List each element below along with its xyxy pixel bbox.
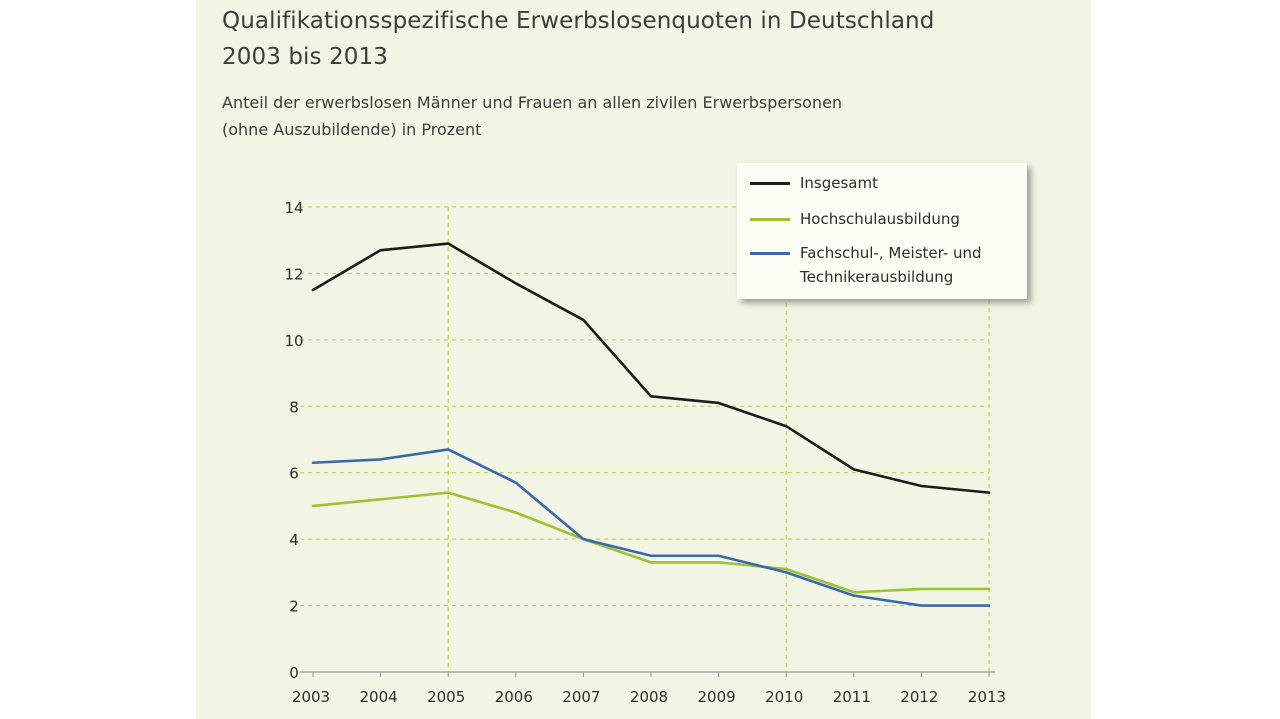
legend-label-hochschul: Hochschulausbildung — [800, 210, 960, 228]
x-tick-label-2013: 2013 — [968, 688, 1006, 706]
x-tick-label-2003: 2003 — [292, 688, 330, 706]
series-line-fachschul — [311, 448, 991, 607]
x-tick-label-2010: 2010 — [765, 688, 803, 706]
y-tick-label-6: 6 — [289, 465, 299, 483]
legend-label-insgesamt: Insgesamt — [800, 174, 878, 192]
grid — [300, 206, 990, 672]
chart-title-line-2: 2003 bis 2013 — [222, 44, 388, 70]
x-tick-label-2012: 2012 — [900, 688, 938, 706]
x-tick-label-2005: 2005 — [427, 688, 465, 706]
y-tick-label-0: 0 — [289, 664, 299, 682]
legend-label-fachschul-line-1: Fachschul-, Meister- und — [800, 244, 982, 262]
x-tick-label-2008: 2008 — [630, 688, 668, 706]
x-tick-label-2009: 2009 — [698, 688, 736, 706]
y-tick-label-4: 4 — [289, 531, 299, 549]
axes: 2003 2004 2005 2006 2007 2008 2009 2010 2011 2012… — [284, 199, 1006, 706]
y-tick-label-2: 2 — [289, 598, 299, 616]
series-lines — [311, 242, 991, 607]
chart-title-line-1: Qualifikationsspezifische Erwerbslosenqu… — [222, 8, 935, 34]
legend-swatch-hochschul — [750, 218, 790, 221]
series-line-insgesamt — [311, 242, 991, 494]
y-tick-label-8: 8 — [289, 398, 299, 416]
legend: Insgesamt Hochschulausbildung Fachschul-… — [737, 163, 1027, 299]
chart-panel — [196, 0, 1091, 719]
x-tick-label-2004: 2004 — [360, 688, 398, 706]
chart-subtitle-line-1: Anteil der erwerbslosen Männer und Fraue… — [222, 93, 843, 112]
legend-swatch-fachschul — [750, 252, 790, 255]
series-line-hochschul — [311, 491, 991, 594]
legend-swatch-insgesamt — [750, 182, 790, 185]
x-tick-label-2006: 2006 — [495, 688, 533, 706]
chart-subtitle-line-2: (ohne Auszubildende) in Prozent — [222, 120, 482, 139]
y-tick-label-12: 12 — [284, 265, 303, 283]
y-tick-label-14: 14 — [284, 199, 303, 217]
x-tick-label-2007: 2007 — [562, 688, 600, 706]
y-tick-label-10: 10 — [284, 332, 303, 350]
x-tick-label-2011: 2011 — [833, 688, 871, 706]
legend-label-fachschul-line-2: Technikerausbildung — [800, 268, 954, 286]
